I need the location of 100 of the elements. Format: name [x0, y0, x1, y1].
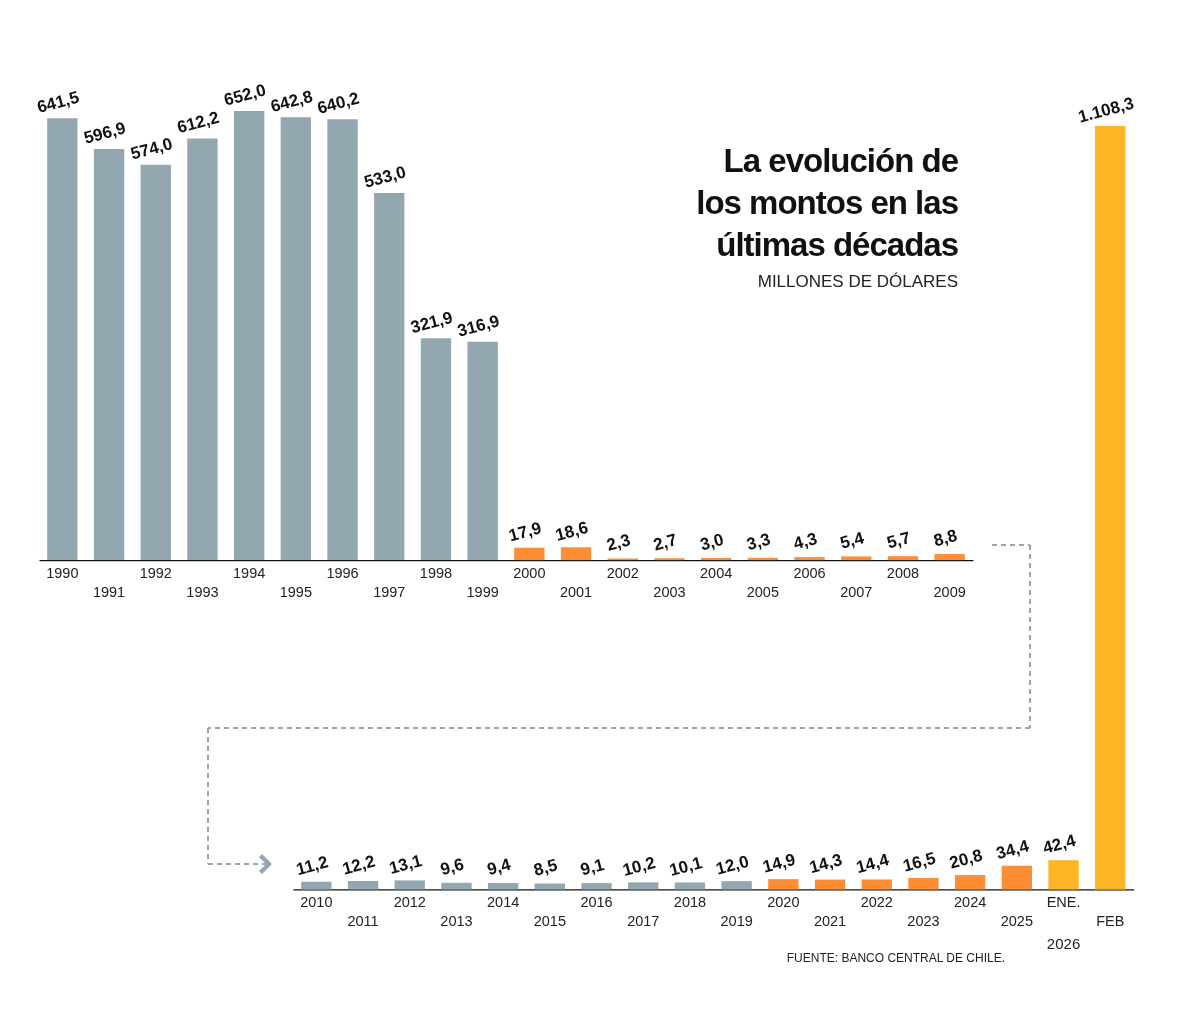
x-tick-label: 2002 [606, 564, 639, 581]
data-label: 12,2 [340, 851, 378, 879]
data-label: 3,3 [744, 529, 773, 555]
text: 2026 [1046, 935, 1081, 952]
data-label: 321,9 [408, 307, 455, 337]
bar [280, 117, 312, 560]
x-tick-label: 2020 [767, 893, 800, 910]
x-tick-label: 2004 [700, 564, 733, 581]
x-tick-label: 2025 [1000, 912, 1033, 929]
bar [233, 110, 265, 560]
data-label: 10,1 [667, 852, 705, 880]
data-label: 10,2 [620, 852, 658, 880]
bar [487, 882, 519, 889]
x-tick-label: 2008 [886, 564, 920, 581]
x-tick-label: 1992 [139, 564, 172, 581]
bar [140, 164, 171, 560]
data-label: 13,1 [387, 850, 424, 878]
bar [1048, 859, 1079, 889]
data-label: 8,8 [931, 525, 960, 551]
x-tick-label: 2012 [393, 893, 426, 910]
data-label: 14,3 [807, 849, 845, 877]
x-tick-label: 1998 [419, 564, 453, 581]
x-tick-label: 1994 [233, 564, 266, 581]
data-label: 20,8 [947, 845, 985, 873]
x-tick-label: 2007 [840, 583, 873, 600]
data-label: 9,6 [438, 854, 467, 879]
bar [628, 881, 659, 889]
x-tick-label: 2009 [933, 583, 966, 600]
x-tick-label: 2010 [300, 893, 333, 910]
data-label: 642,8 [268, 86, 315, 116]
bar [1001, 865, 1033, 889]
bar [374, 192, 405, 560]
bar [327, 119, 358, 560]
x-tick-label: 2011 [347, 912, 379, 929]
x-tick-label: 2023 [907, 912, 940, 929]
data-label: 596,9 [81, 118, 128, 148]
data-label: 4,3 [791, 528, 820, 554]
data-label: 5,4 [838, 527, 867, 553]
bar [954, 874, 986, 889]
bar [861, 879, 892, 889]
data-label: 2,3 [604, 530, 633, 555]
data-label: 641,5 [35, 87, 82, 117]
x-tick-label: 1993 [186, 583, 219, 600]
bar [441, 882, 472, 889]
data-label: 316,9 [455, 311, 502, 341]
bar [394, 879, 425, 889]
x-tick-label: 2019 [720, 912, 753, 929]
bar [514, 547, 545, 560]
bar [467, 341, 498, 560]
bar [700, 557, 732, 560]
x-tick-label: 2022 [860, 893, 893, 910]
bar [560, 547, 592, 560]
x-tick-label: 1990 [46, 564, 79, 581]
bar [887, 556, 919, 560]
bar [347, 880, 379, 889]
x-tick-label: 2001 [559, 583, 593, 600]
data-label: 17,9 [506, 518, 544, 546]
data-label: 8,5 [531, 854, 560, 880]
x-tick-label: ENE. [1046, 893, 1081, 910]
x-tick-label: 2021 [813, 912, 847, 929]
data-label: 533,0 [361, 162, 408, 192]
x-tick-label: 2006 [793, 564, 826, 581]
bar [301, 881, 332, 889]
bar [93, 148, 125, 560]
x-tick-label: 2016 [580, 893, 613, 910]
data-label: 11,2 [294, 852, 331, 879]
x-tick-label: 2000 [513, 564, 546, 581]
x-tick-label: 1997 [373, 583, 406, 600]
bar [934, 553, 965, 560]
text: MILLONES DE DÓLARES [756, 272, 958, 292]
data-label: 9,4 [485, 854, 514, 879]
data-label: 42,4 [1040, 830, 1079, 858]
bar [1095, 125, 1126, 889]
x-tick-label: 1991 [92, 583, 126, 600]
data-label: 3,0 [698, 529, 726, 555]
x-tick-label: 2015 [533, 912, 566, 929]
x-tick-label: 2005 [746, 583, 779, 600]
x-tick-label: FEB [1096, 912, 1125, 929]
data-label: 34,4 [994, 835, 1032, 863]
bar [794, 557, 825, 560]
data-label: 18,6 [553, 517, 591, 545]
x-tick-label: 2014 [487, 893, 520, 910]
source-note: FUENTE: BANCO CENTRAL DE CHILE. [786, 951, 1005, 965]
data-label: 574,0 [128, 134, 175, 164]
bar [721, 880, 752, 889]
data-label: 2,7 [651, 529, 680, 555]
bar [768, 878, 799, 889]
x-tick-label: 1999 [466, 583, 499, 600]
bar [420, 338, 452, 560]
x-tick-label: 1995 [279, 583, 312, 600]
x-tick-label: 2003 [653, 583, 686, 600]
data-label: 12,0 [713, 851, 751, 879]
data-label: 14,4 [854, 849, 892, 877]
data-label: 9,1 [578, 854, 607, 880]
data-label: 5,7 [884, 527, 913, 553]
bar [814, 879, 846, 889]
data-label: 1.108,3 [1076, 93, 1136, 127]
x-tick-label: 2024 [954, 893, 987, 910]
x-tick-label: 2018 [673, 893, 707, 910]
x-tick-label: 2017 [627, 912, 660, 929]
